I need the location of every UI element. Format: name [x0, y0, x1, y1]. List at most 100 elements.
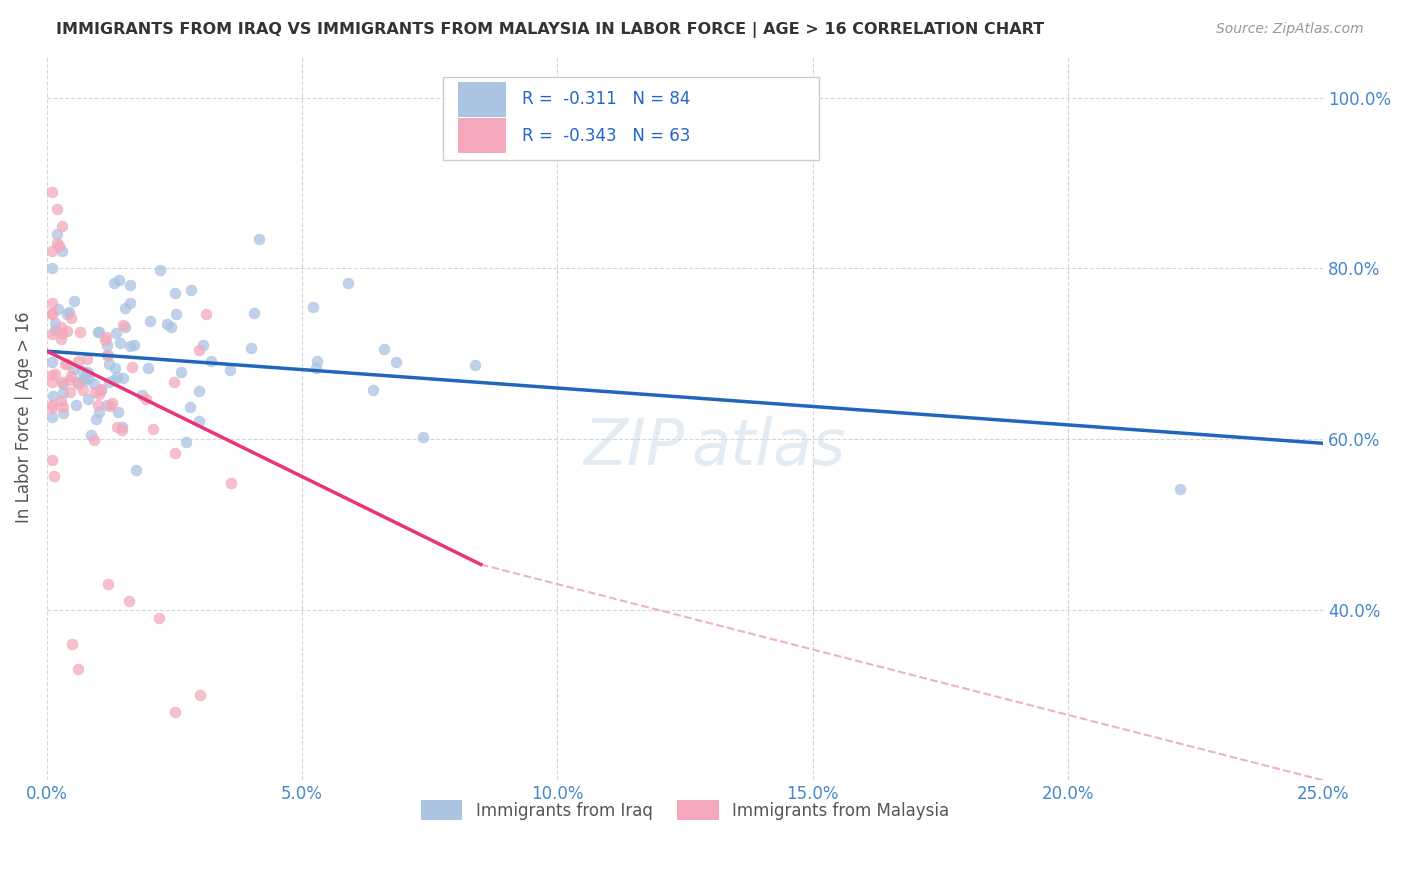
Point [52, 406, 75, 420]
Point [240, 341, 263, 355]
Point [94, 333, 117, 347]
Point [80, 428, 103, 442]
Point [135, 392, 157, 407]
Point [305, 360, 328, 375]
Point [242, 306, 264, 320]
Point [51, 394, 73, 409]
Point [63, 293, 86, 308]
Point [51, 320, 73, 334]
Point [76, 365, 98, 379]
Point [305, 354, 328, 368]
Point [69, 325, 91, 339]
Point [191, 337, 214, 351]
Point [361, 383, 384, 397]
Point [66, 662, 89, 676]
Point [51, 326, 73, 341]
Point [83, 384, 105, 399]
Point [373, 342, 395, 356]
Point [187, 384, 209, 398]
Point [67, 376, 90, 391]
FancyBboxPatch shape [458, 82, 506, 117]
Point [51, 332, 73, 346]
Point [111, 424, 134, 438]
Point [84, 412, 107, 426]
Point [118, 339, 141, 353]
Point [120, 278, 142, 293]
Point [41, 368, 63, 382]
Point [97, 577, 120, 591]
Point [174, 435, 197, 450]
Point [41, 354, 63, 368]
Point [104, 326, 127, 341]
Point [41, 453, 63, 467]
Point [56, 307, 79, 321]
Point [58, 373, 80, 387]
Point [1168, 483, 1191, 497]
Point [77, 371, 100, 385]
FancyBboxPatch shape [458, 119, 506, 153]
Point [44, 469, 66, 483]
Point [41, 185, 63, 199]
Point [94, 330, 117, 344]
Point [120, 296, 142, 310]
Point [163, 446, 186, 460]
Point [46, 235, 69, 250]
Y-axis label: In Labor Force | Age > 16: In Labor Force | Age > 16 [15, 312, 32, 524]
Point [247, 232, 270, 246]
Point [44, 367, 66, 381]
Point [96, 398, 118, 412]
Point [66, 375, 89, 389]
Point [114, 301, 136, 315]
Point [56, 324, 79, 338]
Point [44, 316, 66, 330]
Point [103, 277, 125, 291]
Point [136, 360, 159, 375]
Point [87, 326, 110, 340]
Text: ZIP: ZIP [583, 416, 685, 478]
Text: Source: ZipAtlas.com: Source: ZipAtlas.com [1216, 22, 1364, 37]
Point [464, 359, 486, 373]
Point [219, 475, 242, 490]
Point [96, 348, 118, 362]
Point [62, 362, 84, 376]
Point [188, 688, 211, 702]
Point [105, 420, 128, 434]
Point [52, 376, 75, 391]
Point [100, 399, 122, 413]
Point [163, 705, 186, 719]
Point [48, 238, 70, 252]
Point [98, 357, 121, 371]
Point [46, 301, 69, 316]
Point [180, 283, 202, 297]
Point [65, 398, 87, 412]
Point [89, 387, 111, 401]
Point [188, 414, 211, 428]
Text: R =  -0.311   N = 84: R = -0.311 N = 84 [522, 90, 690, 108]
Point [187, 343, 209, 357]
Point [46, 202, 69, 216]
Point [87, 325, 110, 339]
Point [97, 375, 120, 389]
Point [41, 306, 63, 320]
Point [52, 400, 75, 414]
Point [83, 433, 105, 447]
Point [97, 348, 120, 362]
Point [90, 382, 112, 396]
Point [302, 300, 325, 314]
Point [218, 363, 240, 377]
Text: IMMIGRANTS FROM IRAQ VS IMMIGRANTS FROM MALAYSIA IN LABOR FORCE | AGE > 16 CORRE: IMMIGRANTS FROM IRAQ VS IMMIGRANTS FROM … [56, 22, 1045, 38]
Point [96, 338, 118, 352]
Point [114, 320, 136, 334]
Point [86, 398, 108, 412]
Point [41, 261, 63, 276]
Point [41, 307, 63, 321]
Point [73, 373, 96, 387]
Point [66, 353, 89, 368]
Point [59, 368, 82, 383]
Point [112, 318, 135, 332]
Point [89, 405, 111, 419]
Point [117, 594, 139, 608]
Point [83, 377, 105, 392]
Point [163, 285, 186, 300]
Point [104, 361, 127, 376]
